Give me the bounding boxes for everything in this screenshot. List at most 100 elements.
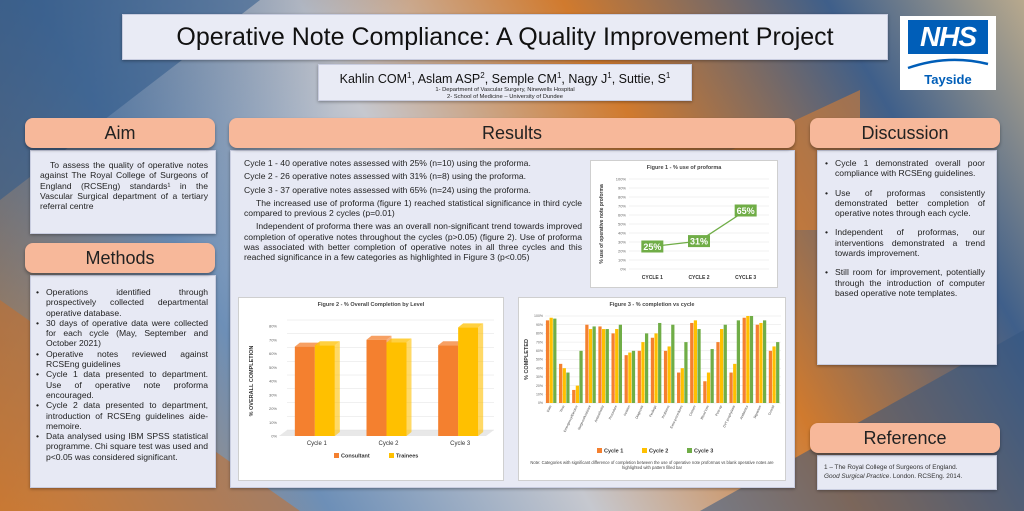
y-tick-label: 80% bbox=[618, 195, 626, 200]
data-label: 25% bbox=[643, 242, 661, 252]
cycle-2-result: Cycle 2 - 26 operative notes assessed wi… bbox=[244, 171, 527, 182]
y-tick-label: 100% bbox=[534, 314, 543, 318]
legend-label: Cycle 1 bbox=[604, 449, 623, 455]
bar-side bbox=[406, 338, 412, 436]
reference-line-1: 1 – The Royal College of Surgeons of Eng… bbox=[824, 464, 958, 471]
results-paragraph-1: The increased use of proforma (figure 1)… bbox=[244, 197, 582, 219]
authors-panel: Kahlin COM1, Aslam ASP2, Semple CM1, Nag… bbox=[318, 64, 692, 101]
data-label-box bbox=[688, 235, 710, 248]
figure-2-title: Figure 2 - % Overall Completion by Level bbox=[317, 302, 425, 308]
bar bbox=[611, 333, 615, 403]
bar bbox=[605, 329, 609, 403]
cycle-3-result: Cycle 3 - 37 operative notes assessed wi… bbox=[244, 184, 531, 195]
reference-text: 1 – The Royal College of Surgeons of Eng… bbox=[824, 463, 994, 481]
x-tick-label: Diagnosis bbox=[634, 404, 644, 419]
bar-top bbox=[366, 335, 392, 340]
y-tick-label: 20% bbox=[269, 406, 277, 411]
data-label: 65% bbox=[737, 206, 755, 216]
legend-label: Cycle 3 bbox=[694, 449, 713, 455]
bar bbox=[585, 324, 589, 403]
bar bbox=[671, 324, 675, 403]
author-affiliation-mark: 1 bbox=[665, 71, 671, 80]
methods-item: Operative notes reviewed against RCSEng … bbox=[36, 349, 208, 370]
bar bbox=[572, 389, 576, 403]
bar-top bbox=[294, 342, 320, 347]
y-axis-label: % use of operative note proforma bbox=[599, 184, 605, 264]
nhs-logo-mark: NHS bbox=[908, 20, 988, 54]
y-tick-label: 90% bbox=[618, 186, 626, 191]
legend-swatch bbox=[334, 453, 339, 458]
y-tick-label: 0% bbox=[271, 434, 277, 439]
author-name: Aslam ASP bbox=[417, 72, 481, 87]
y-tick-label: 70% bbox=[536, 340, 543, 344]
data-label: 31% bbox=[690, 237, 708, 247]
affiliation-1: 1- Department of Vascular Surgery, Ninew… bbox=[435, 87, 575, 94]
bar bbox=[658, 322, 662, 403]
bar bbox=[641, 342, 645, 403]
bar bbox=[697, 329, 701, 403]
y-tick-label: 30% bbox=[536, 375, 543, 379]
methods-item: Data analysed using IBM SPSS statistical… bbox=[36, 431, 208, 462]
y-tick-label: 80% bbox=[269, 324, 277, 329]
y-tick-label: 20% bbox=[618, 249, 626, 254]
y-tick-label: 10% bbox=[618, 258, 626, 263]
figure-3-chart: Figure 3 - % completion vs cycle 0% 10% 20… bbox=[518, 297, 786, 481]
bar bbox=[736, 320, 740, 403]
data-label-box bbox=[734, 204, 757, 217]
y-tick-label: 0% bbox=[620, 267, 626, 272]
y-tick-label: 10% bbox=[536, 393, 543, 397]
data-label-box bbox=[641, 240, 664, 253]
bar bbox=[366, 339, 387, 436]
bar bbox=[602, 329, 606, 403]
bar bbox=[575, 385, 580, 403]
reference-panel bbox=[817, 455, 997, 490]
y-tick-label: 100% bbox=[616, 177, 627, 182]
y-tick-label: 30% bbox=[618, 240, 626, 245]
y-tick-label: 10% bbox=[269, 420, 277, 425]
x-tick-label: Closure bbox=[688, 405, 696, 417]
methods-item: Cycle 1 data presented to department. Us… bbox=[36, 369, 208, 400]
bar bbox=[631, 350, 636, 403]
y-tick-label: 80% bbox=[536, 332, 543, 336]
legend-label: Cycle 2 bbox=[649, 449, 668, 455]
x-tick-label: Time bbox=[559, 405, 566, 413]
bar-top bbox=[458, 323, 484, 328]
y-tick-label: 50% bbox=[536, 358, 543, 362]
bar bbox=[677, 372, 681, 403]
authors-line: Kahlin COM1, Aslam ASP2, Semple CM1, Nag… bbox=[339, 71, 671, 87]
x-tick-label: Date bbox=[546, 405, 553, 413]
y-tick-label: 70% bbox=[618, 204, 626, 209]
author-name: Nagy J bbox=[568, 72, 608, 87]
x-tick-label: Procedure bbox=[608, 405, 618, 421]
x-tick-label: Cycle 1 bbox=[307, 441, 328, 447]
bar bbox=[742, 317, 746, 403]
bar bbox=[667, 346, 671, 403]
y-tick-label: 40% bbox=[618, 231, 626, 236]
y-tick-label: 70% bbox=[269, 337, 277, 342]
bar bbox=[628, 352, 632, 403]
methods-list: Operations identified through prospectiv… bbox=[36, 287, 208, 462]
x-tick-label: DVT prophylaxis bbox=[722, 404, 736, 428]
bar bbox=[588, 329, 593, 403]
nhs-tayside-logo: NHS Tayside bbox=[900, 16, 996, 90]
y-tick-label: 60% bbox=[536, 349, 543, 353]
legend-label: Trainees bbox=[396, 454, 418, 460]
legend-swatch bbox=[389, 453, 394, 458]
x-tick-label: CYCLE 2 bbox=[688, 275, 709, 281]
results-paragraph-2: Independent of proforma there was an ove… bbox=[244, 221, 582, 263]
bar bbox=[755, 324, 759, 403]
bar bbox=[693, 320, 698, 403]
bar bbox=[598, 326, 602, 403]
bar bbox=[624, 355, 628, 403]
bar bbox=[749, 316, 754, 403]
figure-3-title: Figure 3 - % completion vs cycle bbox=[609, 302, 695, 308]
x-tick-label: Signature bbox=[753, 405, 763, 420]
bar bbox=[458, 327, 479, 436]
bar bbox=[729, 372, 733, 403]
bar bbox=[690, 322, 694, 403]
methods-heading: Methods bbox=[25, 243, 215, 273]
methods-item: Cycle 2 data presented to department, in… bbox=[36, 400, 208, 431]
methods-item: 30 days of operative data were collected… bbox=[36, 318, 208, 349]
results-text: Cycle 1 - 40 operative notes assessed wi… bbox=[244, 158, 582, 263]
author-affiliation-mark: 2 bbox=[480, 71, 485, 80]
